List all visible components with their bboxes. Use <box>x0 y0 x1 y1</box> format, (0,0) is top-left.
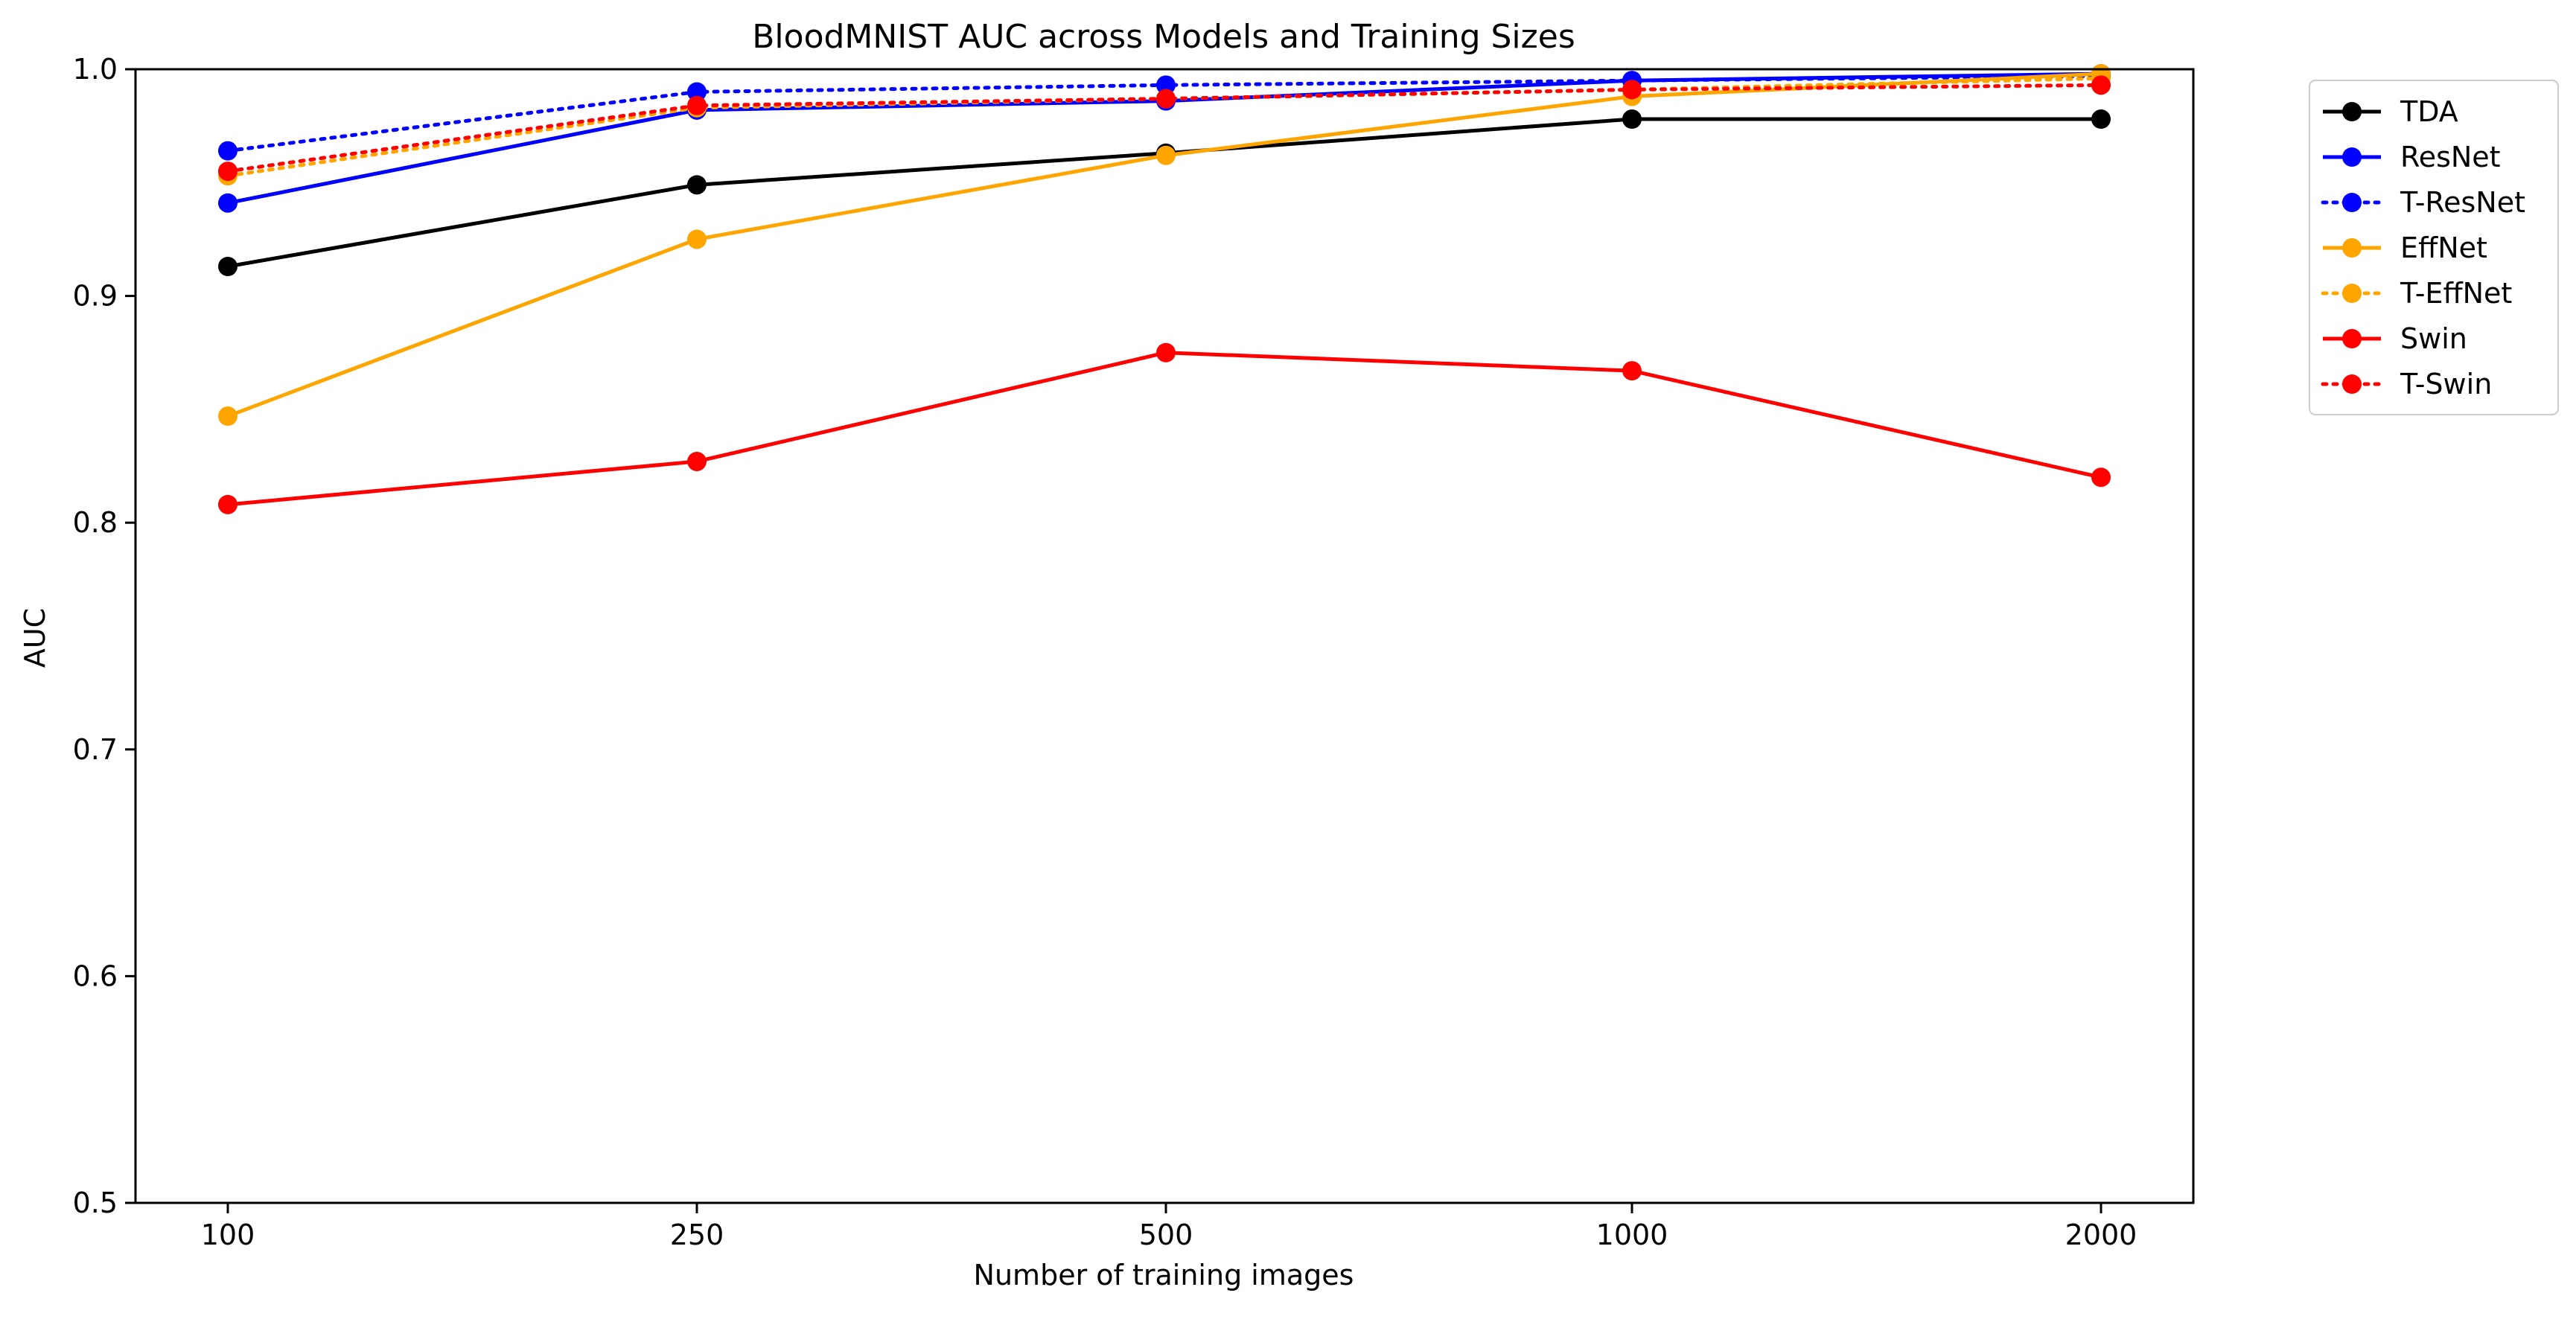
data-point <box>218 141 237 161</box>
data-point <box>218 406 237 427</box>
series-line <box>227 351 2102 507</box>
y-axis-label: AUC <box>19 608 51 668</box>
data-point <box>1156 89 1176 109</box>
y-tick-label: 0.5 <box>73 1187 118 1219</box>
axis-ticks: 100 250 500 1000 2000 0.5 0.6 0.7 0.8 0.9 1.0 <box>73 53 2137 1251</box>
series-swin <box>218 342 2111 514</box>
x-axis-label: Number of training images <box>974 1259 1354 1291</box>
data-series-group <box>218 64 2111 514</box>
series-tda <box>218 109 2111 277</box>
y-tick-label: 0.8 <box>73 506 118 539</box>
data-point <box>218 162 237 182</box>
legend-frame <box>2309 80 2559 415</box>
legend-label: T-EffNet <box>2400 277 2512 310</box>
data-point <box>2091 467 2111 488</box>
data-point <box>687 82 707 102</box>
legend-label: EffNet <box>2400 231 2487 264</box>
data-point <box>687 229 707 249</box>
data-point <box>218 257 237 277</box>
legend-swatch-marker <box>2342 329 2362 348</box>
legend: TDA ResNet T-ResNet EffNet T-EffNet Swin T-Swi… <box>2309 80 2559 415</box>
data-point <box>687 451 707 471</box>
legend-swatch-marker <box>2342 284 2362 303</box>
data-point <box>1156 145 1176 165</box>
x-tick-label: 1000 <box>1596 1219 1668 1251</box>
x-tick-label: 500 <box>1139 1219 1193 1251</box>
x-tick-label: 100 <box>201 1219 255 1251</box>
y-tick-label: 0.7 <box>73 733 118 766</box>
legend-swatch-marker <box>2342 102 2362 121</box>
data-point <box>2091 75 2111 95</box>
legend-label: TDA <box>2400 95 2458 128</box>
data-point <box>218 494 237 514</box>
chart-title: BloodMNIST AUC across Models and Trainin… <box>752 18 1575 56</box>
y-tick-label: 0.6 <box>73 959 118 992</box>
legend-label: T-Swin <box>2400 368 2492 400</box>
data-point <box>1622 80 1642 100</box>
x-tick-label: 2000 <box>2065 1219 2137 1251</box>
y-tick-label: 1.0 <box>73 53 118 86</box>
series-t-swin <box>218 75 2111 182</box>
legend-label: ResNet <box>2400 141 2501 173</box>
series-line <box>227 71 2102 418</box>
legend-swatch-marker <box>2342 238 2362 258</box>
data-point <box>218 193 237 213</box>
data-point <box>1622 109 1642 130</box>
data-point <box>2091 109 2111 130</box>
legend-label: Swin <box>2400 322 2467 355</box>
legend-swatch-marker <box>2342 193 2362 212</box>
plot-area-frame <box>134 68 2195 1204</box>
legend-swatch-marker <box>2342 147 2362 167</box>
data-point <box>1622 361 1642 381</box>
data-point <box>1156 75 1176 95</box>
x-tick-label: 250 <box>670 1219 724 1251</box>
data-point <box>687 175 707 195</box>
series-line <box>227 117 2101 269</box>
legend-swatch-marker <box>2342 374 2362 394</box>
legend-label: T-ResNet <box>2400 186 2525 219</box>
data-point <box>687 95 707 115</box>
y-tick-label: 0.9 <box>73 280 118 313</box>
data-point <box>1156 342 1176 363</box>
